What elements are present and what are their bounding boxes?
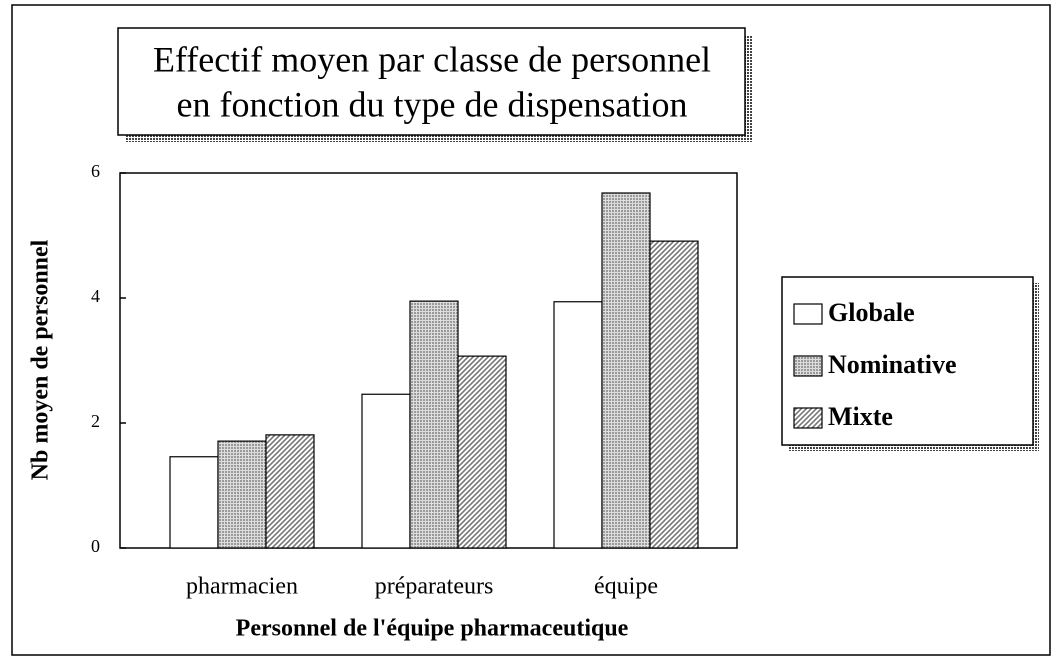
y-tick-label: 6 bbox=[91, 161, 100, 181]
y-axis-label: Nb moyen de personnel bbox=[28, 239, 54, 480]
chart-title: Effectif moyen par classe de personnel bbox=[153, 39, 711, 79]
legend-label: Nominative bbox=[828, 350, 957, 379]
bar bbox=[457, 355, 507, 549]
x-tick-label: équipe bbox=[594, 574, 658, 600]
legend-label: Mixte bbox=[828, 402, 893, 431]
bar bbox=[409, 300, 459, 549]
legend-swatch bbox=[793, 407, 823, 429]
chart-subtitle: en fonction du type de dispensation bbox=[177, 84, 688, 124]
bar bbox=[169, 456, 219, 549]
bar bbox=[361, 393, 411, 549]
y-tick-label: 4 bbox=[91, 286, 100, 306]
x-tick-label: préparateurs bbox=[375, 574, 494, 600]
title-box bbox=[117, 27, 746, 136]
legend-swatch bbox=[793, 355, 823, 377]
bar bbox=[649, 240, 699, 549]
legend-label: Globale bbox=[828, 298, 915, 327]
legend-box bbox=[781, 276, 1034, 446]
x-axis-label: Personnel de l'équipe pharmaceutique bbox=[236, 616, 629, 642]
x-tick-label: pharmacien bbox=[186, 574, 298, 600]
legend-swatch bbox=[793, 303, 823, 325]
frame bbox=[11, 4, 1051, 656]
bar bbox=[217, 440, 267, 549]
bar bbox=[265, 434, 315, 549]
y-tick-label: 2 bbox=[91, 411, 100, 431]
bar bbox=[553, 301, 603, 549]
y-tick-label: 0 bbox=[91, 536, 100, 556]
bar bbox=[601, 192, 651, 549]
